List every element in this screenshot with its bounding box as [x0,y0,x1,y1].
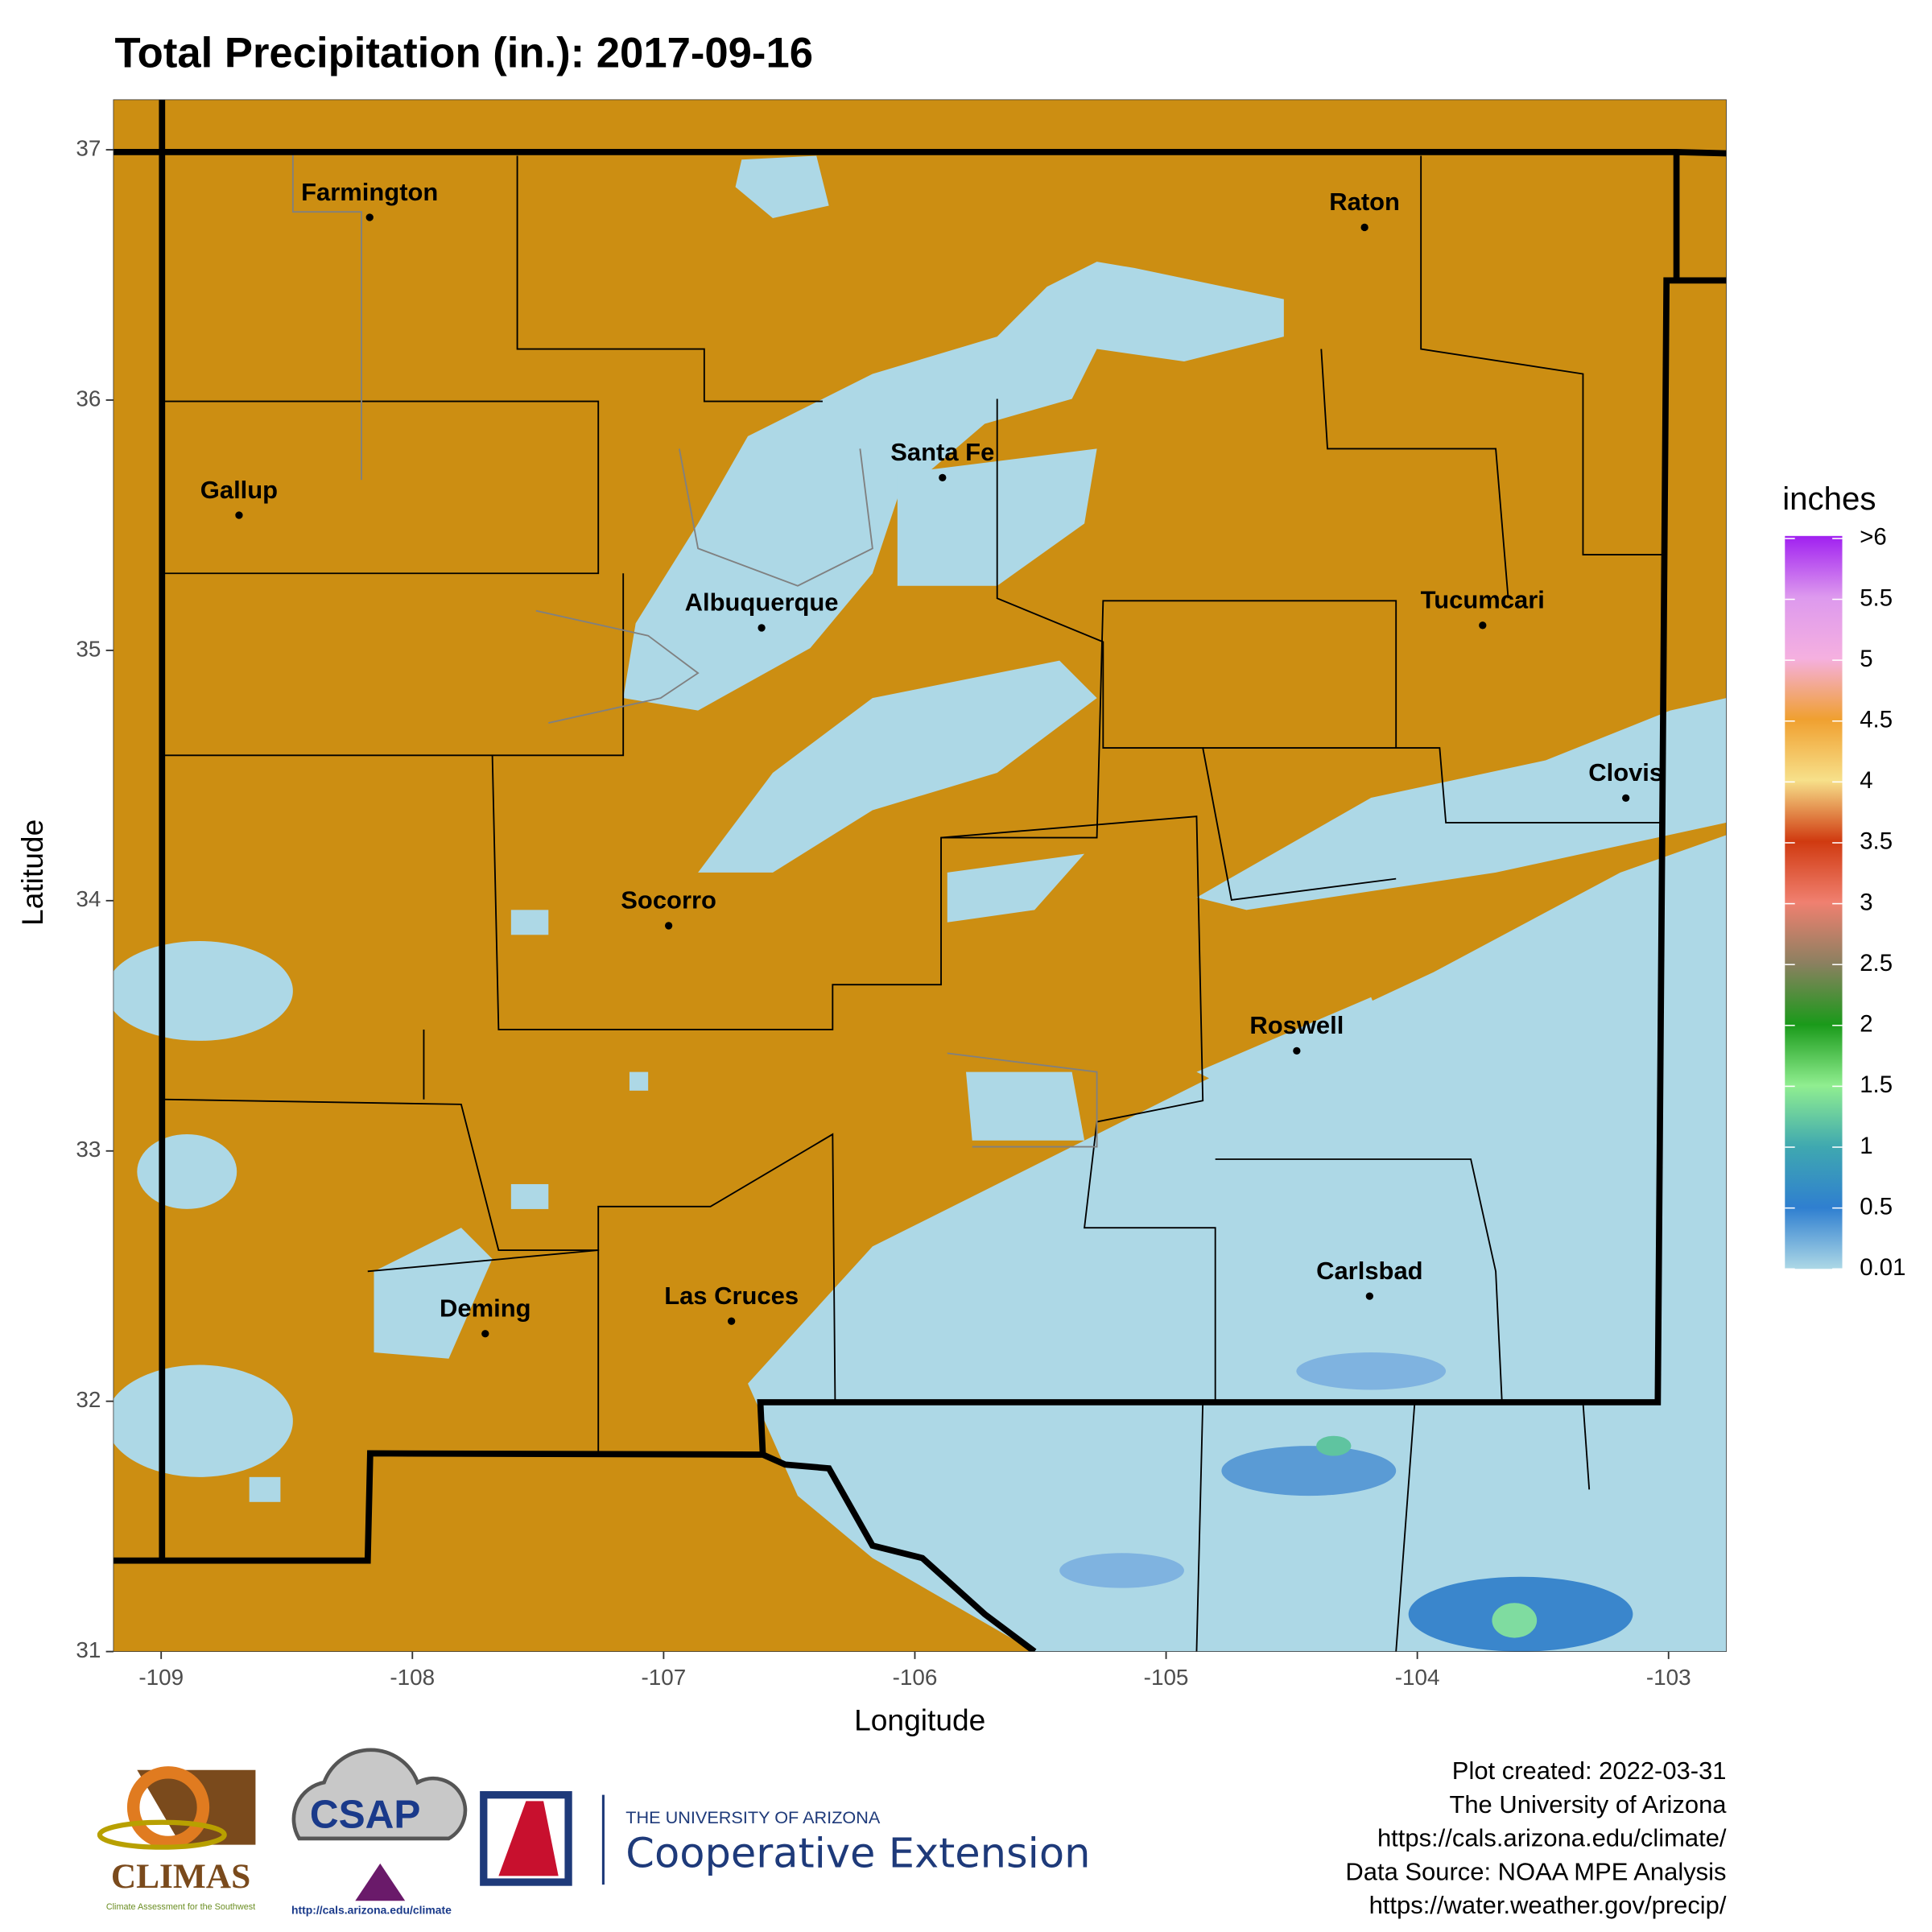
city-point [1479,621,1487,630]
logo-text: Cooperative Extension [625,1831,1090,1878]
city-point [727,1317,736,1325]
footer-line: Plot created: 2022-03-31 [1452,1757,1727,1785]
city-label: Socorro [621,886,716,914]
city-point [1293,1046,1301,1055]
chart-title: Total Precipitation (in.): 2017-09-16 [114,30,813,77]
city-label: Deming [440,1294,531,1322]
city-label: Farmington [301,178,438,206]
city-label: Tucumcari [1421,586,1545,614]
y-tick-label: 32 [76,1387,101,1412]
logo-text: CSAP [310,1793,421,1837]
x-tick-label: -103 [1646,1665,1691,1690]
county-lines [162,155,1665,1652]
legend-title: inches [1782,481,1876,517]
city-label: Raton [1329,188,1400,216]
legend-label: 0.5 [1860,1193,1893,1220]
city-label: Clovis [1588,758,1663,786]
y-axis-label: Latitude [15,819,49,926]
city-label: Las Cruces [664,1282,799,1310]
y-tick-label: 36 [76,386,101,411]
city-point [481,1330,489,1338]
city-point [939,473,947,482]
tribal-boundaries [291,149,1098,1148]
y-tick-label: 33 [76,1137,101,1162]
x-tick-label: -108 [390,1665,435,1690]
city-point [1360,223,1368,232]
city-point [235,511,243,519]
legend-label: 5.5 [1860,584,1893,611]
plot-frame [113,99,1727,1652]
y-tick-label: 37 [76,135,101,160]
legend-label: 3.5 [1860,828,1893,855]
legend-label: 4 [1860,767,1872,794]
map-area [113,99,1727,1652]
city-point [1622,794,1630,802]
x-tick-label: -109 [138,1665,184,1690]
ua-logo: THE UNIVERSITY OF ARIZONA Cooperative Ex… [480,1791,1090,1886]
footer-line: Data Source: NOAA MPE Analysis [1345,1857,1726,1885]
footer: Plot created: 2022-03-31 The University o… [1345,1757,1727,1919]
x-tick-label: -104 [1395,1665,1440,1690]
city-point [1365,1292,1373,1300]
city-label: Santa Fe [890,438,994,466]
footer-line: https://cals.arizona.edu/climate/ [1377,1824,1727,1852]
city-label: Roswell [1249,1011,1344,1039]
city-label: Carlsbad [1316,1257,1422,1285]
logo-text: http://cals.arizona.edu/climate [291,1903,452,1916]
legend-label: 2 [1860,1011,1872,1038]
precip-heavier [1059,1352,1633,1652]
city-label: Gallup [200,476,278,504]
city-point [664,922,673,930]
legend-label: 1 [1860,1133,1872,1159]
x-tick-label: -105 [1144,1665,1189,1690]
logo-text: THE UNIVERSITY OF ARIZONA [625,1807,881,1827]
legend-colorbar [1785,535,1843,1269]
x-tick-label: -106 [893,1665,938,1690]
legend-label: 2.5 [1860,950,1893,976]
state-boundaries [113,99,1727,1652]
logo-text: CLIMAS [111,1857,250,1896]
climas-logo: CLIMAS Climate Assessment for the Southw… [97,1766,256,1912]
legend-label: 5 [1860,646,1872,672]
csap-logo: CSAP http://cals.arizona.edu/climate [291,1748,468,1916]
city-point [758,624,766,632]
y-tick-label: 31 [76,1637,101,1662]
footer-line: https://water.weather.gov/precip/ [1369,1891,1727,1919]
logo-text: Climate Assessment for the Southwest [106,1902,255,1912]
legend-label: 1.5 [1860,1071,1893,1098]
legend-label: >6 [1860,524,1887,551]
legend-label: 3 [1860,889,1872,915]
legend-label: 0.01 [1860,1254,1905,1281]
footer-line: The University of Arizona [1449,1790,1727,1818]
city-label: Albuquerque [685,588,839,617]
y-tick-label: 35 [76,636,101,661]
city-point [365,213,374,221]
x-tick-label: -107 [641,1665,686,1690]
legend-label: 4.5 [1860,707,1893,733]
y-tick-label: 34 [76,886,101,911]
x-axis-label: Longitude [854,1703,985,1737]
